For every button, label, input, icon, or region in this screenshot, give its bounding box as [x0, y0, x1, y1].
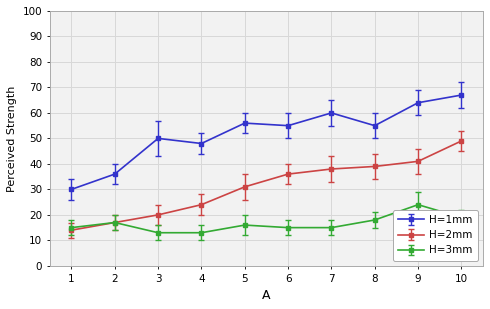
X-axis label: A: A	[262, 289, 270, 302]
Y-axis label: Perceived Strength: Perceived Strength	[7, 85, 17, 192]
Legend: H=1mm, H=2mm, H=3mm: H=1mm, H=2mm, H=3mm	[393, 210, 478, 261]
